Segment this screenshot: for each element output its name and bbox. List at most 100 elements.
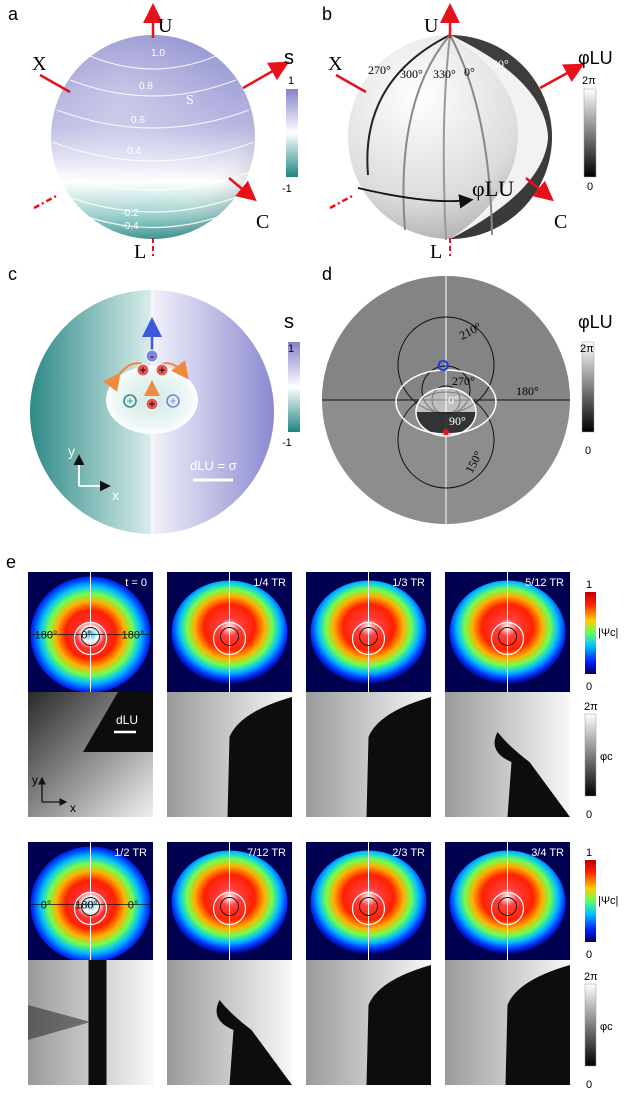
time-label: 1/4 TR — [253, 577, 286, 589]
scale-label: dLU = σ — [190, 458, 237, 473]
meridian-angles: 270° 300° 330° 0° 30° — [368, 57, 509, 81]
angle-label: 30° — [492, 57, 509, 71]
phase-tile — [167, 692, 292, 817]
angle-label: 180° — [35, 630, 58, 642]
contour-label: 0.4 — [127, 146, 141, 157]
colorbar-max: 2π — [584, 701, 598, 713]
s-label: S — [186, 93, 194, 108]
right-axis-arrow — [539, 63, 585, 90]
y-label: y — [68, 443, 75, 459]
colorbar-title: s — [284, 47, 294, 69]
x-axis-line — [335, 73, 367, 94]
orange-arrow-left — [103, 362, 143, 392]
amplitude-tile: t = 0 180° 0° 180° — [28, 572, 153, 697]
colorbar-min: 0 — [585, 445, 591, 457]
axis-label-u: U — [158, 15, 173, 37]
time-label: 5/12 TR — [525, 577, 564, 589]
panel-label-a: a — [8, 4, 19, 24]
orange-arrow-right — [161, 360, 189, 380]
time-label: 1/3 TR — [392, 577, 425, 589]
colorbar-title: φLU — [578, 312, 613, 332]
panel-label-b: b — [322, 4, 332, 24]
angle-label: 0° — [41, 900, 52, 912]
panel-e: e t = 0 180° 0° 180° dLU y x 1/4 TR 1/3 TR 5/12 T… — [6, 552, 618, 1091]
axis-label-x: X — [328, 53, 343, 75]
charge-minus: - — [150, 349, 154, 363]
axis-label-x: X — [32, 53, 47, 75]
colorbar-title: φc — [600, 751, 613, 763]
colorbar-phase — [584, 713, 597, 797]
panel-b: b 270° 300° 330° 0° 30° φLU U X C L — [322, 3, 613, 263]
phi-lu-label: φLU — [472, 176, 514, 201]
contour-labels: 1.0 0.8 0.6 0.4 0.2 0.0 -0.2 -0.4 — [121, 48, 165, 232]
angle-label: 0° — [448, 393, 459, 407]
charge-plus: + — [158, 363, 165, 377]
angle-label: 180° — [75, 900, 98, 912]
charge-plus: + — [139, 363, 146, 377]
angle-label: 300° — [400, 67, 423, 81]
axis-label-c: C — [256, 211, 269, 233]
colorbar-amplitude — [585, 860, 596, 942]
contour-label: -0.2 — [121, 208, 139, 219]
angle-label: 330° — [433, 67, 456, 81]
colorbar-max: 1 — [288, 343, 294, 355]
angle-label: 0° — [81, 630, 92, 642]
colorbar-max: 1 — [288, 75, 294, 87]
x-label: x — [112, 487, 119, 503]
d-label: dLU — [116, 713, 138, 727]
colorbar-title: s — [284, 311, 294, 333]
colorbar-amplitude — [585, 592, 596, 674]
colorbar-s — [288, 342, 300, 432]
angle-label: 270° — [368, 63, 391, 77]
axis-label-l: L — [134, 241, 146, 263]
contour-label: 0.6 — [131, 115, 145, 126]
colorbar-min: 0 — [587, 181, 593, 193]
contour-label: -0.4 — [121, 221, 139, 232]
axis-label-c: C — [554, 211, 567, 233]
c-axis-arrow — [228, 177, 257, 202]
amplitude-tile: 1/2 TR 0° 180° 0° — [28, 842, 153, 967]
time-label: t = 0 — [125, 577, 147, 589]
phase-tile: dLU y x — [28, 692, 153, 817]
colorbar-min: 0 — [586, 1079, 592, 1091]
colorbar-title: φc — [600, 1021, 613, 1033]
angle-label: 180° — [516, 384, 539, 398]
colorbar-min: 0 — [586, 681, 592, 693]
colorbar-max: 1 — [586, 579, 592, 591]
contour-label: 0.0 — [123, 193, 137, 204]
contour-label: 0.2 — [125, 172, 139, 183]
axis-label-l: L — [430, 241, 442, 263]
phase-tile — [28, 960, 153, 1085]
colorbar-min: 0 — [586, 809, 592, 821]
angle-label: 270° — [452, 374, 475, 388]
time-label: 1/2 TR — [114, 847, 147, 859]
panel-label-d: d — [322, 264, 332, 284]
amplitude-tile: 1/4 TR — [167, 572, 292, 697]
o-marker: O — [437, 358, 449, 375]
axis-label-u: U — [424, 15, 439, 37]
colorbar-title: |Ψc| — [598, 627, 618, 639]
amplitude-tile: 5/12 TR — [445, 572, 570, 697]
amplitude-tile: 7/12 TR — [167, 842, 292, 967]
phase-tile — [167, 960, 292, 1085]
phase-tile — [445, 960, 570, 1085]
phase-tile — [445, 692, 570, 817]
charges: - + + + + + — [123, 349, 180, 411]
panel-label-e: e — [6, 552, 16, 572]
bloch-sphere-phi — [348, 35, 552, 239]
contour-label: 1.0 — [151, 48, 165, 59]
angle-label: 0° — [128, 900, 139, 912]
colorbar-max: 2π — [584, 971, 598, 983]
latitude-contours — [51, 55, 255, 229]
panel-d: d O 210° 270° 0° 90° 180° 150° φLU 2π 0 — [322, 264, 613, 524]
rear-axis-line — [329, 193, 355, 210]
time-label: 3/4 TR — [531, 847, 564, 859]
colorbar-min: -1 — [282, 437, 292, 449]
time-label: 7/12 TR — [247, 847, 286, 859]
amplitude-tile: 3/4 TR — [445, 842, 570, 967]
y-label: y — [32, 773, 38, 787]
contour-label: 0.8 — [139, 81, 153, 92]
amplitude-tile: 2/3 TR — [306, 842, 431, 967]
phi-arrow — [357, 187, 474, 209]
charge-plus: + — [126, 394, 133, 408]
